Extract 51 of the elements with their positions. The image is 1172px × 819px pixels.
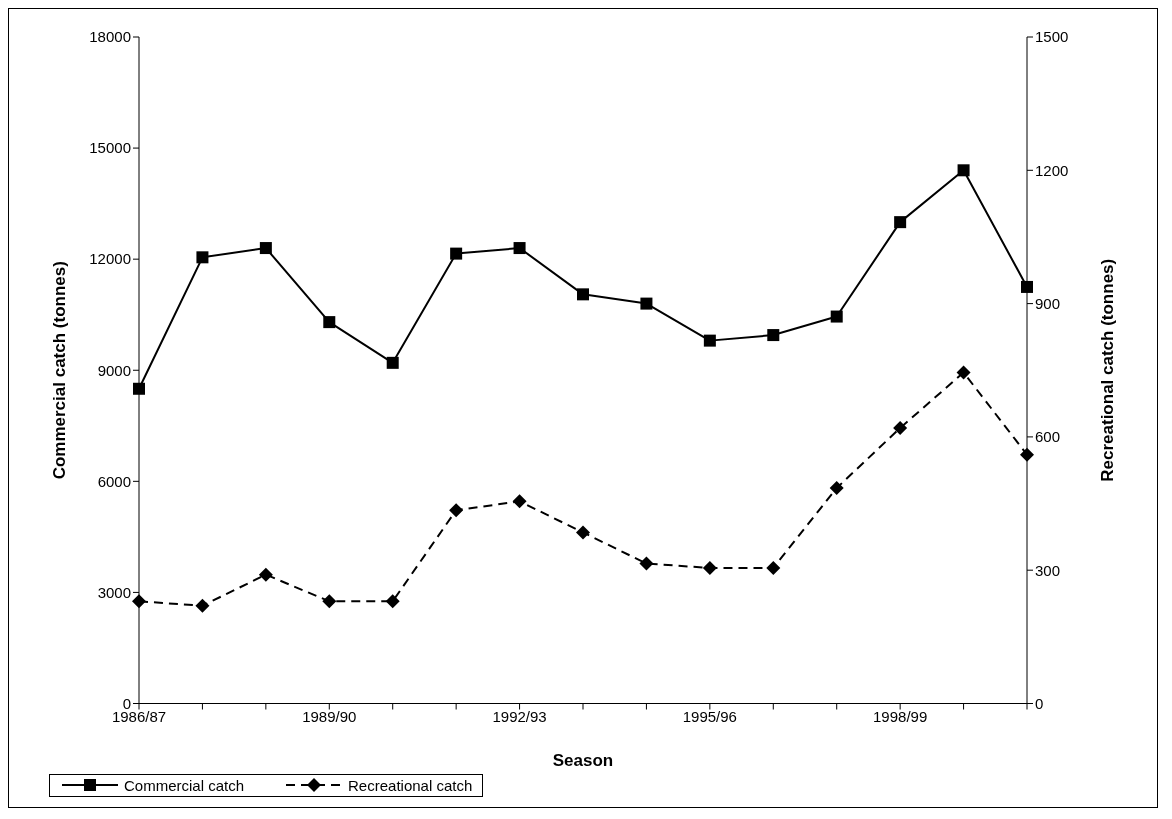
y2-tick-label: 0 — [1035, 694, 1044, 712]
point — [576, 525, 590, 540]
legend-label: Commercial catch — [123, 776, 245, 794]
x-tick-label: 1998/99 — [873, 708, 928, 726]
point — [894, 216, 907, 229]
y2-tick-label: 600 — [1035, 428, 1061, 446]
y2-tick-label: 1500 — [1035, 28, 1069, 46]
legend-label: Recreational catch — [347, 776, 473, 794]
point — [322, 594, 337, 609]
y-tick-label: 18000 — [89, 28, 131, 46]
point — [639, 556, 654, 571]
point — [956, 365, 971, 380]
point — [196, 251, 209, 264]
point — [957, 164, 970, 177]
point — [893, 421, 908, 436]
y-tick-label: 9000 — [97, 361, 131, 379]
point — [385, 594, 400, 609]
point — [767, 329, 780, 342]
point — [640, 297, 653, 310]
point — [830, 310, 843, 323]
point — [829, 481, 844, 495]
y2-axis-title: Recreational catch (tonnes) — [1098, 258, 1118, 482]
x-tick-label: 1992/93 — [492, 708, 547, 726]
y-tick-label: 12000 — [89, 250, 131, 268]
point — [132, 594, 146, 609]
y-tick-label: 3000 — [97, 583, 131, 601]
point — [449, 503, 464, 518]
point — [133, 382, 145, 395]
point — [259, 242, 272, 255]
point — [512, 494, 527, 509]
point — [766, 560, 781, 575]
point — [323, 316, 336, 329]
y-tick-label: 15000 — [89, 139, 131, 157]
x-tick-label: 1995/96 — [682, 708, 737, 726]
y2-tick-label: 300 — [1035, 561, 1061, 579]
point — [195, 598, 210, 613]
y2-tick-label: 900 — [1035, 294, 1061, 312]
point — [1020, 447, 1034, 462]
point — [513, 242, 526, 255]
y-axis-title: Commercial catch (tonnes) — [50, 261, 70, 480]
point — [1021, 280, 1033, 293]
y2-tick-label: 1200 — [1035, 161, 1069, 179]
point — [702, 560, 717, 575]
point — [703, 334, 716, 347]
x-axis-title: Season — [552, 750, 614, 770]
point — [258, 567, 273, 582]
point — [386, 356, 399, 369]
point — [577, 288, 589, 301]
y-tick-label: 6000 — [97, 472, 131, 490]
x-tick-label: 1989/90 — [302, 708, 357, 726]
point — [450, 247, 463, 260]
